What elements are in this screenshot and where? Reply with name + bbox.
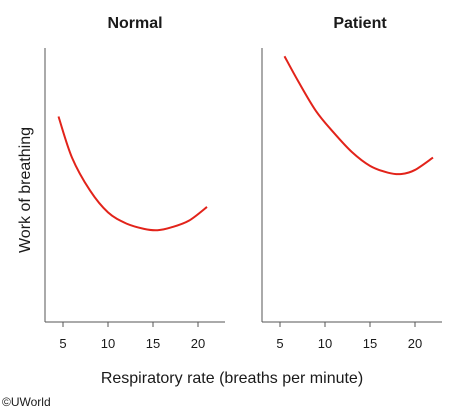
x-tick-label-normal-5: 5 — [59, 336, 66, 351]
x-tick-label-patient-10: 10 — [318, 336, 332, 351]
curve-normal — [57, 116, 208, 232]
panel-normal: Normal 5 10 15 20 — [44, 15, 225, 351]
curve-patient — [283, 55, 434, 176]
x-tick-label-normal-20: 20 — [191, 336, 205, 351]
panel-title-patient: Patient — [333, 15, 387, 32]
copyright-text: ©UWorld — [2, 395, 51, 409]
x-tick-label-patient-20: 20 — [408, 336, 422, 351]
x-tick-label-patient-15: 15 — [363, 336, 377, 351]
panel-title-normal: Normal — [107, 15, 162, 32]
x-tick-label-patient-5: 5 — [276, 336, 283, 351]
x-ticks-normal: 5 10 15 20 — [59, 322, 205, 351]
x-axis-label: Respiratory rate (breaths per minute) — [101, 370, 363, 387]
x-tick-label-normal-15: 15 — [146, 336, 160, 351]
panel-patient: Patient 5 10 15 20 — [261, 15, 442, 351]
x-ticks-patient: 5 10 15 20 — [276, 322, 422, 351]
y-axis-label: Work of breathing — [17, 127, 34, 253]
x-tick-label-normal-10: 10 — [101, 336, 115, 351]
